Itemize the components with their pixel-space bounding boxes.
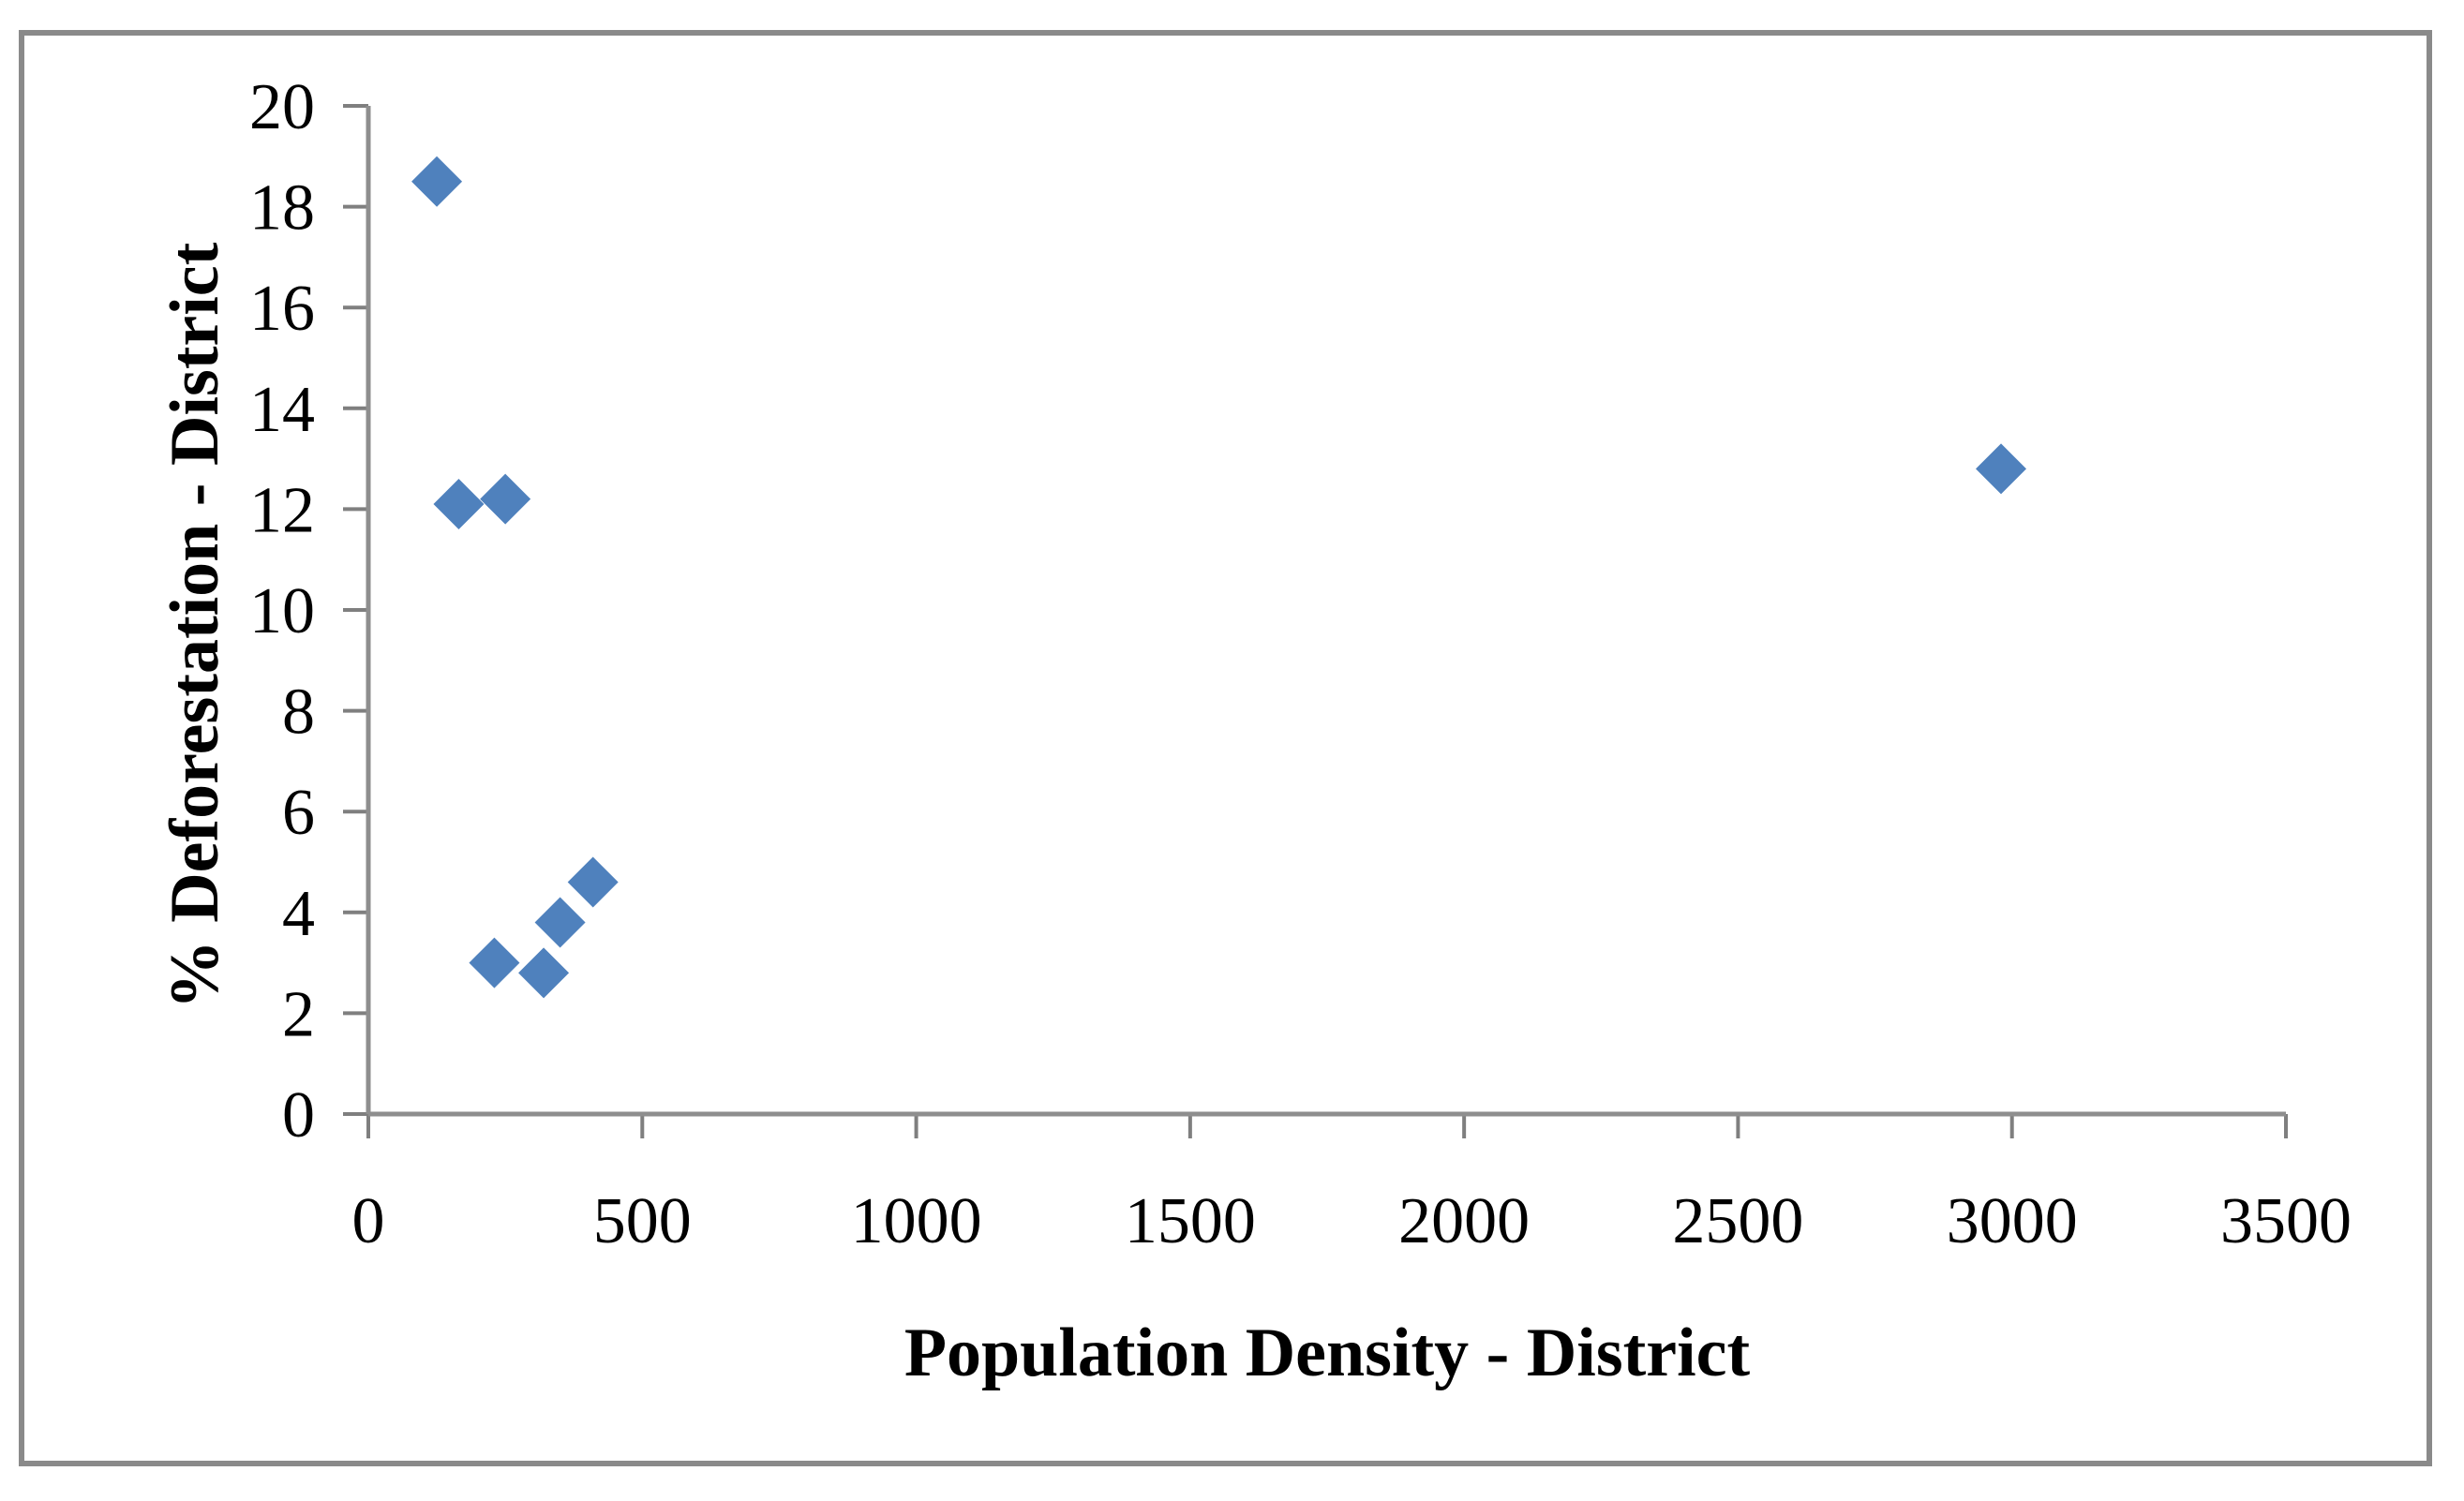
y-axis-title: % Deforestation - District [157,242,233,1009]
x-axis-tick-label: 0 [352,1185,385,1257]
plot-area: 0 2 4 6 8 10 12 14 16 18 20 0 500 1000 1500 2000 2500 300… [249,71,2352,1257]
y-axis-tick-label: 20 [249,71,315,143]
data-point-marker [567,856,619,908]
y-axis-tick-label: 6 [282,777,315,849]
y-axis-tick-label: 12 [249,474,315,546]
x-axis-tick-label: 3500 [2220,1185,2352,1257]
y-axis-tick-label: 16 [249,273,315,345]
chart-outer-border [19,30,2432,1466]
data-point-marker [480,473,531,525]
data-point-marker [469,937,520,988]
data-point-marker [518,947,570,999]
x-axis-tick-label: 2500 [1672,1185,1803,1257]
x-axis-tick-label: 1500 [1125,1185,1256,1257]
y-axis-tick-label: 10 [249,575,315,647]
x-axis-tick-label: 2000 [1398,1185,1530,1257]
y-axis-tick-label: 14 [249,374,315,446]
x-axis-tick-label: 500 [593,1185,692,1257]
y-axis-tick-label: 4 [282,878,315,950]
data-point-marker [411,156,463,207]
y-axis-tick-label: 8 [282,676,315,749]
y-axis-tick-label: 2 [282,978,315,1050]
x-axis-title: Population Density - District [904,1315,1751,1391]
data-point-marker [433,479,485,530]
y-axis-tick-label: 0 [282,1079,315,1152]
x-axis-tick-label: 3000 [1947,1185,2078,1257]
x-axis-tick-label: 1000 [851,1185,982,1257]
y-axis-tick-label: 18 [249,172,315,245]
data-point-marker [1976,443,2027,495]
data-point-marker [534,897,586,948]
